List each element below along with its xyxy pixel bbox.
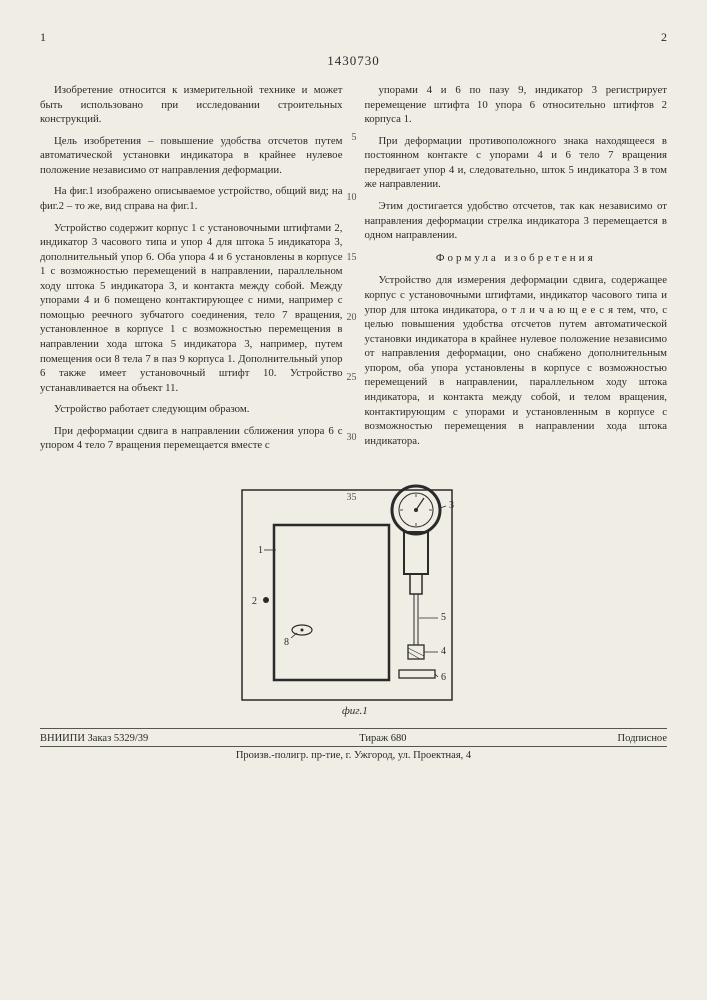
paragraph: Устройство для измерения деформации сдви… — [365, 273, 668, 448]
paragraph: При деформации противоположного знака на… — [365, 134, 668, 192]
ref-2: 2 — [252, 596, 257, 607]
paragraph: упорами 4 и 6 по пазу 9, индикатор 3 рег… — [365, 83, 668, 127]
pin-2-icon — [263, 597, 269, 603]
figure-svg: 1 2 3 4 5 6 8 фиг.1 — [224, 470, 484, 720]
housing-rect — [274, 525, 389, 680]
paragraph: При деформации сдвига в направлении сбли… — [40, 424, 343, 453]
footer-address: Произв.-полигр. пр-тие, г. Ужгород, ул. … — [40, 750, 667, 761]
formula-title: Формула изобретения — [365, 251, 668, 266]
line-marker: 30 — [347, 431, 357, 445]
hatch — [408, 648, 424, 656]
paragraph: Цель изобретения – повышение удобства от… — [40, 134, 343, 178]
line-marker: 15 — [347, 251, 357, 265]
footer-row: ВНИИПИ Заказ 5329/39 Тираж 680 Подписное — [40, 733, 667, 747]
ref-1: 1 — [258, 545, 263, 556]
footer-subscript: Подписное — [618, 733, 667, 744]
right-column: упорами 4 и 6 по пазу 9, индикатор 3 рег… — [365, 83, 668, 460]
axis-dot — [300, 628, 303, 631]
page: 1 2 1430730 Изобретение относится к изме… — [0, 0, 707, 771]
ref-5: 5 — [441, 612, 446, 623]
line-marker: 5 — [352, 131, 357, 145]
line-marker: 20 — [347, 311, 357, 325]
paragraph: Этим достигается удобство отсчетов, так … — [365, 199, 668, 243]
colnum-left: 1 — [40, 30, 46, 45]
colnum-right: 2 — [661, 30, 667, 45]
ref-8: 8 — [284, 637, 289, 648]
stop-6-plate — [399, 670, 435, 678]
stem-block — [404, 532, 428, 574]
figure-1: 1 2 3 4 5 6 8 фиг.1 — [224, 470, 484, 720]
figure-label: фиг.1 — [342, 705, 368, 717]
column-number-row: 1 2 — [40, 30, 667, 45]
footer-tirage: Тираж 680 — [359, 733, 406, 744]
left-column: Изобретение относится к измерительной те… — [40, 83, 343, 460]
paragraph: Устройство содержит корпус 1 с установоч… — [40, 221, 343, 396]
patent-number: 1430730 — [40, 53, 667, 69]
footer: ВНИИПИ Заказ 5329/39 Тираж 680 Подписное… — [40, 728, 667, 761]
text-columns: Изобретение относится к измерительной те… — [40, 83, 667, 460]
stem-narrow — [410, 574, 422, 594]
paragraph: Изобретение относится к измерительной те… — [40, 83, 343, 127]
paragraph: Устройство работает следующим образом. — [40, 402, 343, 417]
paragraph: На фиг.1 изображено описываемое устройст… — [40, 184, 343, 213]
ref-4: 4 — [441, 646, 446, 657]
line-marker: 10 — [347, 191, 357, 205]
footer-order: ВНИИПИ Заказ 5329/39 — [40, 733, 148, 744]
line-marker: 25 — [347, 371, 357, 385]
ref-3: 3 — [449, 500, 454, 511]
dial-needle — [416, 498, 424, 510]
ref-6: 6 — [441, 672, 446, 683]
